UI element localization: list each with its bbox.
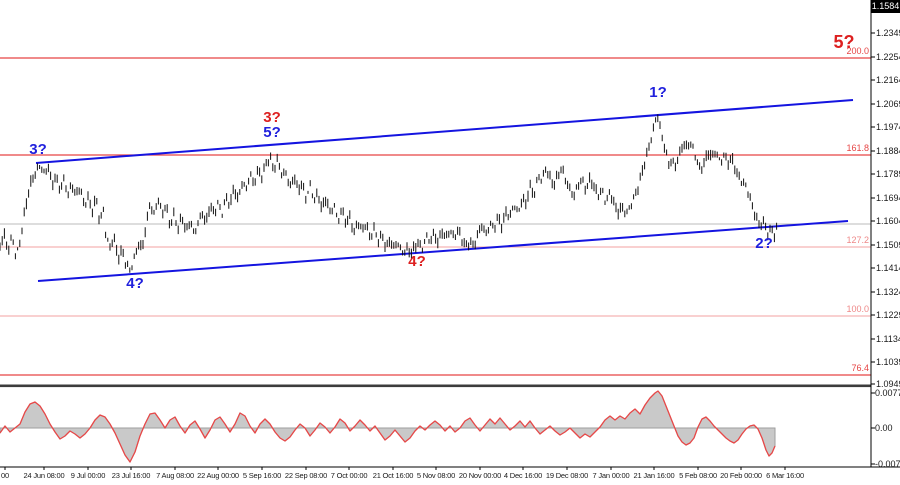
wave-label-2: 2?: [755, 235, 773, 252]
wave-label-4: 4?: [408, 253, 426, 270]
time-tick-label: 5 Feb 08:00: [679, 471, 717, 480]
time-tick-label: 21 Oct 16:00: [372, 471, 414, 480]
wave-label-5: 5?: [263, 124, 281, 141]
price-tick-label: 1.2164: [876, 75, 900, 85]
fib-level-label: 200.0: [846, 46, 869, 56]
wave-label-3: 3?: [29, 141, 47, 158]
price-tick-label: 1.1509: [876, 240, 900, 250]
indicator-tick-label: -0.0074: [875, 459, 900, 469]
fib-level-label: 76.4: [851, 363, 869, 373]
time-tick-label: 00: [1, 471, 9, 480]
time-tick-label: 21 Jan 16:00: [633, 471, 675, 480]
wave-label-5: 5?: [833, 32, 855, 52]
price-tick-label: 1.1604: [876, 216, 900, 226]
time-tick-label: 7 Jan 00:00: [592, 471, 630, 480]
price-tick-label: 1.2254: [876, 52, 900, 62]
price-tick-label: 1.1134: [876, 334, 900, 344]
price-tick-label: 1.1414: [876, 263, 900, 273]
price-tick-label: 1.1039: [876, 357, 900, 367]
price-tick-label: 1.2069: [876, 99, 900, 109]
time-tick-label: 22 Aug 00:00: [197, 471, 239, 480]
fib-level-label: 161.8: [846, 143, 869, 153]
time-tick-label: 4 Dec 16:00: [503, 471, 543, 480]
indicator-tick-label: 0.00: [875, 423, 893, 433]
time-tick-label: 5 Sep 16:00: [242, 471, 282, 480]
time-tick-label: 6 Mar 16:00: [766, 471, 804, 480]
indicator-tick-label: 0.00776: [875, 388, 900, 398]
time-tick-label: 7 Aug 08:00: [156, 471, 194, 480]
time-tick-label: 9 Jul 00:00: [70, 471, 106, 480]
time-tick-label: 20 Feb 00:00: [720, 471, 762, 480]
price-tick-label: 1.1229: [876, 310, 900, 320]
price-tick-label: 1.1884: [876, 146, 900, 156]
price-tick-label: 1.1974: [876, 122, 900, 132]
fib-level-label: 100.0: [846, 304, 869, 314]
time-tick-label: 22 Sep 08:00: [284, 471, 328, 480]
time-tick-label: 20 Nov 00:00: [458, 471, 502, 480]
wave-label-4: 4?: [126, 275, 144, 292]
wave-label-1: 1?: [649, 84, 667, 101]
price-tick-label: 1.0949: [876, 379, 900, 389]
current-price-badge: 1.1584: [871, 0, 900, 13]
price-tick-label: 1.2349: [876, 28, 900, 38]
time-tick-label: 23 Jul 16:00: [111, 471, 151, 480]
time-tick-label: 5 Nov 08:00: [416, 471, 456, 480]
price-tick-label: 1.1694: [876, 193, 900, 203]
time-tick-label: 19 Dec 08:00: [545, 471, 589, 480]
time-tick-label: 7 Oct 00:00: [330, 471, 368, 480]
time-tick-label: 24 Jun 08:00: [23, 471, 65, 480]
fib-level-label: 127.2: [846, 235, 869, 245]
wave-label-3: 3?: [263, 109, 281, 126]
price-tick-label: 1.1789: [876, 169, 900, 179]
price-tick-label: 1.1324: [876, 287, 900, 297]
